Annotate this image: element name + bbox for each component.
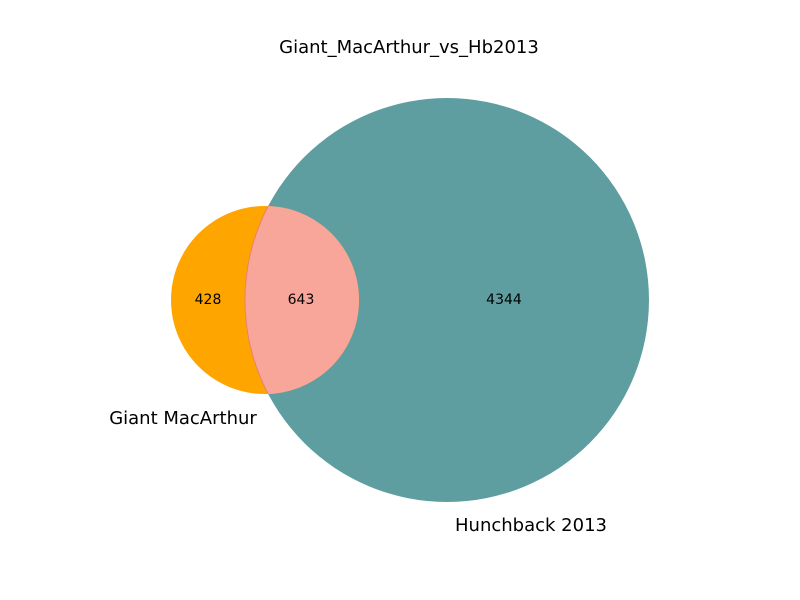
hunchback-2013-circle	[245, 98, 649, 502]
chart-title: Giant_MacArthur_vs_Hb2013	[279, 37, 539, 58]
intersection-region	[244, 206, 359, 394]
count-giant-only: 428	[195, 292, 222, 308]
set-label-giant-macarthur: Giant MacArthur	[109, 408, 257, 429]
count-hunchback-only: 4344	[486, 292, 522, 308]
set-label-hunchback-2013: Hunchback 2013	[455, 515, 607, 536]
count-intersection: 643	[288, 292, 315, 308]
